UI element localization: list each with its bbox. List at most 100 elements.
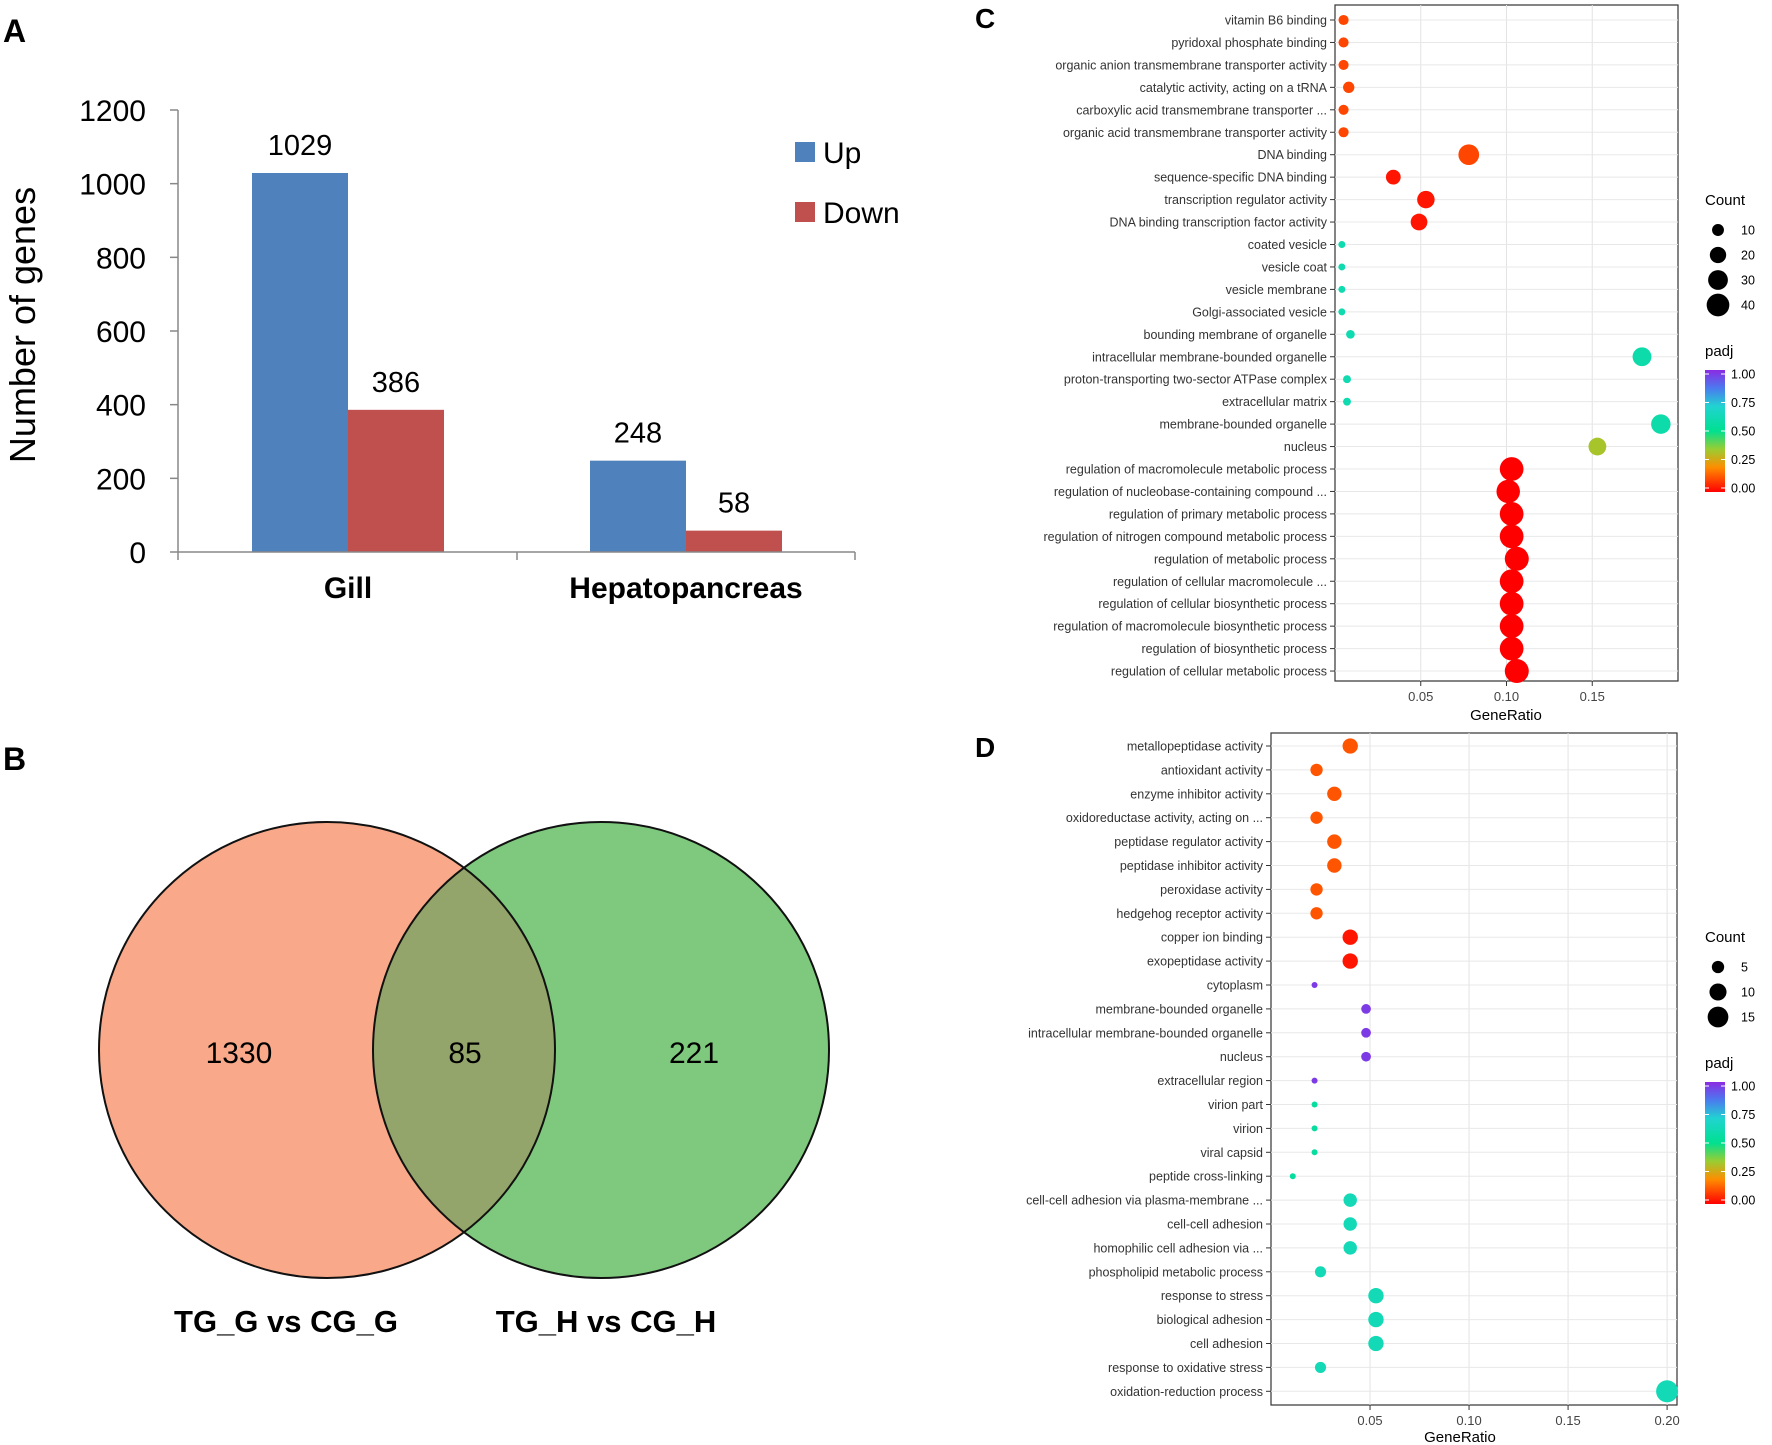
term-label: catalytic activity, acting on a tRNA bbox=[1140, 81, 1328, 95]
term-dot bbox=[1338, 285, 1346, 293]
term-label: regulation of cellular metabolic process bbox=[1111, 665, 1327, 679]
term-label: extracellular matrix bbox=[1222, 395, 1328, 409]
term-dot bbox=[1499, 502, 1524, 526]
x-category-label: Gill bbox=[324, 572, 372, 605]
term-dot bbox=[1458, 144, 1480, 166]
term-dot bbox=[1311, 1125, 1318, 1132]
color-legend-label: 0.75 bbox=[1731, 396, 1755, 410]
term-dot bbox=[1361, 1051, 1371, 1062]
dot-plot-panel-d: metallopeptidase activity antioxidant act… bbox=[1026, 732, 1755, 1445]
legend-swatch-down bbox=[795, 202, 815, 222]
bar-down-hepatopancreas bbox=[686, 530, 782, 552]
term-dot bbox=[1338, 127, 1349, 138]
term-label: vitamin B6 binding bbox=[1225, 14, 1327, 28]
size-legend-dot bbox=[1709, 983, 1727, 1001]
term-dot bbox=[1385, 169, 1401, 185]
term-dot bbox=[1343, 397, 1351, 406]
x-tick-label: 0.15 bbox=[1580, 689, 1605, 704]
term-dot bbox=[1338, 14, 1349, 26]
term-dot bbox=[1496, 479, 1520, 504]
term-dot bbox=[1499, 524, 1524, 549]
term-dot bbox=[1311, 1077, 1318, 1084]
term-label: extracellular region bbox=[1157, 1074, 1263, 1088]
bar-up-hepatopancreas bbox=[590, 460, 686, 552]
x-axis-label-c: GeneRatio bbox=[1470, 707, 1542, 724]
y-tick-label: 0 bbox=[129, 537, 146, 570]
size-legend-label: 30 bbox=[1741, 274, 1755, 288]
term-dot bbox=[1338, 241, 1346, 248]
term-dot bbox=[1310, 883, 1323, 896]
color-legend-label: 0.25 bbox=[1731, 453, 1755, 467]
term-label: cell-cell adhesion via plasma-membrane .… bbox=[1026, 1194, 1263, 1208]
term-dot bbox=[1368, 1335, 1384, 1352]
x-category-label: Hepatopancreas bbox=[569, 572, 802, 605]
term-dot bbox=[1588, 437, 1607, 456]
size-legend-label: 10 bbox=[1741, 986, 1755, 1000]
venn-diagram-panel-b: 1330 85 221 TG_G vs CG_G TG_H vs CG_H bbox=[98, 821, 830, 1339]
term-dot bbox=[1311, 1101, 1318, 1108]
term-label: pyridoxal phosphate binding bbox=[1171, 36, 1327, 50]
term-label: peptidase inhibitor activity bbox=[1120, 859, 1264, 873]
term-label: cell adhesion bbox=[1190, 1337, 1263, 1351]
term-label: metallopeptidase activity bbox=[1127, 740, 1264, 754]
color-legend-title: padj bbox=[1705, 343, 1733, 360]
bar-up-gill bbox=[252, 172, 348, 553]
term-dot bbox=[1342, 953, 1358, 969]
size-legend-label: 5 bbox=[1741, 961, 1748, 975]
term-label: sequence-specific DNA binding bbox=[1154, 171, 1327, 185]
bar-down-gill bbox=[348, 409, 444, 552]
term-dot bbox=[1327, 834, 1342, 849]
term-dot bbox=[1342, 929, 1358, 945]
term-label: response to oxidative stress bbox=[1108, 1361, 1263, 1375]
term-label: regulation of macromolecule biosynthetic… bbox=[1053, 620, 1327, 634]
term-dot bbox=[1338, 37, 1349, 48]
size-legend-label: 10 bbox=[1741, 224, 1755, 238]
padj-color-bar bbox=[1705, 1082, 1725, 1204]
size-legend-label: 40 bbox=[1741, 299, 1755, 313]
legend-label: Up bbox=[823, 137, 861, 170]
term-label: cell-cell adhesion bbox=[1167, 1218, 1263, 1232]
term-label: peptide cross-linking bbox=[1149, 1170, 1263, 1184]
size-legend-title: Count bbox=[1705, 192, 1746, 209]
x-tick-label: 0.05 bbox=[1408, 689, 1433, 704]
term-dot bbox=[1314, 1361, 1327, 1373]
venn-intersection-count: 85 bbox=[448, 1037, 481, 1070]
term-label: virion part bbox=[1208, 1098, 1263, 1112]
term-dot bbox=[1310, 907, 1323, 920]
term-dot bbox=[1499, 591, 1524, 616]
term-dot bbox=[1346, 329, 1355, 339]
term-label: proton-transporting two-sector ATPase co… bbox=[1064, 373, 1328, 387]
term-label: regulation of nitrogen compound metaboli… bbox=[1043, 530, 1327, 544]
term-dot bbox=[1338, 308, 1346, 316]
term-label: Golgi-associated vesicle bbox=[1192, 305, 1327, 319]
term-label: regulation of nucleobase-containing comp… bbox=[1054, 485, 1327, 499]
plot-area-d bbox=[1270, 732, 1678, 1406]
term-dot bbox=[1361, 1004, 1371, 1014]
size-legend-title: Count bbox=[1705, 929, 1746, 946]
term-dot bbox=[1311, 1149, 1318, 1156]
color-legend-label: 0.75 bbox=[1731, 1108, 1755, 1122]
color-legend-title: padj bbox=[1705, 1055, 1733, 1072]
term-dot bbox=[1338, 104, 1349, 115]
term-label: virion bbox=[1233, 1122, 1263, 1136]
bar-value-label: 386 bbox=[372, 367, 420, 399]
term-label: coated vesicle bbox=[1248, 238, 1327, 252]
padj-color-bar bbox=[1705, 370, 1725, 492]
term-label: vesicle coat bbox=[1262, 260, 1328, 274]
term-label: exopeptidase activity bbox=[1147, 955, 1264, 969]
term-label: copper ion binding bbox=[1161, 931, 1263, 945]
venn-left-only-count: 1330 bbox=[206, 1037, 273, 1070]
color-legend-label: 0.00 bbox=[1731, 1194, 1755, 1208]
term-dot bbox=[1314, 1266, 1327, 1278]
size-legend-dot bbox=[1711, 960, 1725, 974]
x-tick-label: 0.10 bbox=[1494, 689, 1519, 704]
term-label: peptidase regulator activity bbox=[1114, 835, 1263, 849]
x-tick-label: 0.15 bbox=[1555, 1413, 1580, 1428]
term-label: response to stress bbox=[1161, 1289, 1263, 1303]
term-label: membrane-bounded organelle bbox=[1160, 418, 1328, 432]
term-dot bbox=[1338, 59, 1349, 70]
color-legend-label: 0.50 bbox=[1731, 425, 1755, 439]
term-label: viral capsid bbox=[1200, 1146, 1263, 1160]
term-label: oxidoreductase activity, acting on ... bbox=[1066, 811, 1263, 825]
term-label: carboxylic acid transmembrane transporte… bbox=[1076, 103, 1327, 117]
